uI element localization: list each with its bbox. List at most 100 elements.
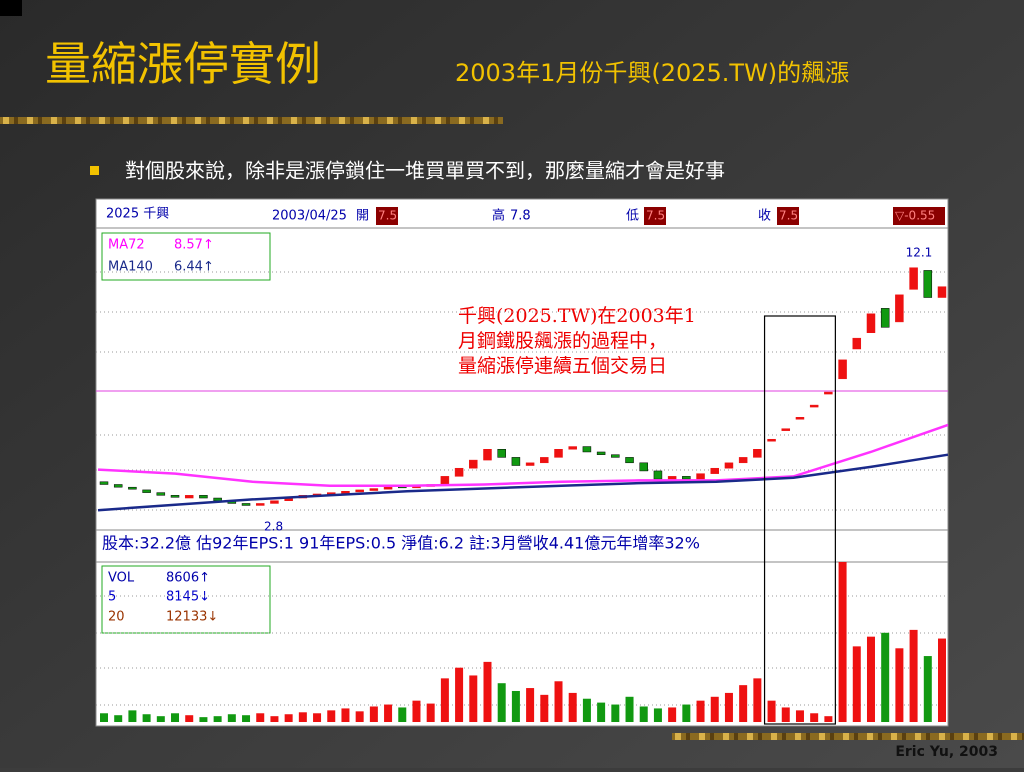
candle [824,391,833,395]
annotation-box [763,315,836,725]
value-box [893,207,945,225]
close-value: 7.5 [779,209,798,223]
legend-name: MA140 [108,260,153,275]
volume-bar [739,685,748,722]
legend-value: 8145↓ [166,590,210,605]
candle [738,457,748,464]
ma72-line [97,423,949,488]
volume-bar [171,713,180,722]
volume-bar [242,715,251,722]
volume-bar [597,702,606,722]
volume-bar [526,688,535,722]
candle [795,417,805,420]
candle [696,473,705,480]
volume-bar [540,694,549,722]
volume-bar [938,638,946,722]
candle [383,486,393,490]
value-box [376,207,398,225]
candle [511,457,521,466]
candle [866,313,876,333]
volume-bar [611,704,620,722]
min-label: 2.8 [264,520,283,534]
title-rule [0,117,503,124]
volume-bar [100,713,108,722]
volume-bar [114,715,123,722]
candle [99,481,109,485]
volume-bar [256,713,265,722]
volume-bar [355,711,364,722]
candle [653,470,663,480]
low-value: 7.5 [646,209,665,223]
candle [781,428,791,431]
annotation-line: 千興(2025.TW)在2003年1 [458,305,696,327]
open-value: 7.5 [378,209,397,223]
candle [525,462,535,466]
candle [184,495,194,499]
value-box [644,207,666,225]
candle [838,359,847,380]
candle [255,503,265,506]
volume-bar [128,710,137,722]
volume-bar [767,700,776,722]
candle [128,486,137,490]
candle [540,457,549,464]
max-label: 12.1 [906,246,933,260]
annotation-line: 量縮漲停連續五個交易日 [458,355,667,377]
info-line: 股本:32.2億 估92年EPS:1 91年EPS:0.5 淨值:6.2 註:3… [102,534,700,553]
volume-bar [668,707,677,722]
volume-bar [639,706,648,722]
stock-chart: 2025 千興 2003/04/25 開 7.5 高 7.8 低 7.5 收 7… [95,198,949,727]
label: 收 [758,209,771,224]
candle [710,467,719,474]
volume-bar [795,710,804,722]
volume-bar [824,716,833,722]
legend-name: 5 [108,590,116,605]
candle [156,492,166,496]
candle [497,449,506,458]
volume-bar [412,700,421,722]
candle [937,286,947,298]
label: 高 [492,208,505,224]
corner-block [0,0,22,16]
volume-bar [298,712,307,722]
volume-bar [227,714,236,722]
volume-bar [369,706,378,722]
value-box [777,207,799,225]
vol-legend [101,565,271,634]
volume-bar [455,667,464,722]
volume-bar [426,703,435,722]
volume-bar [753,678,762,722]
candle [611,454,620,458]
bullet-marker [90,166,99,175]
volume-bar [554,681,563,722]
volume-bar [156,716,165,722]
candle [440,476,450,485]
candle [469,459,478,469]
candle [582,446,592,453]
ma-legend [101,232,271,281]
candle [724,462,734,469]
high-value: 7.8 [510,209,531,224]
legend-value: 12133↓ [166,610,218,625]
volume-bar [724,692,733,722]
volume-bar [284,714,293,722]
volume-bar [313,713,322,722]
ma140-line [97,453,949,512]
change-value: ▽-0.55 [895,209,935,223]
volume-bar [810,713,819,722]
candle [667,476,677,480]
volume-bar [582,698,591,722]
candle [639,462,648,472]
volume-bar [696,700,705,722]
volume-bar [781,707,790,722]
candle [852,337,862,350]
candle [625,457,634,464]
label: 低 [626,209,639,224]
candle [895,294,904,323]
candle [341,491,350,494]
symbol: 2025 千興 [106,207,169,222]
candle [142,489,151,493]
volume-bar [909,629,918,722]
volume-bar [270,716,279,722]
